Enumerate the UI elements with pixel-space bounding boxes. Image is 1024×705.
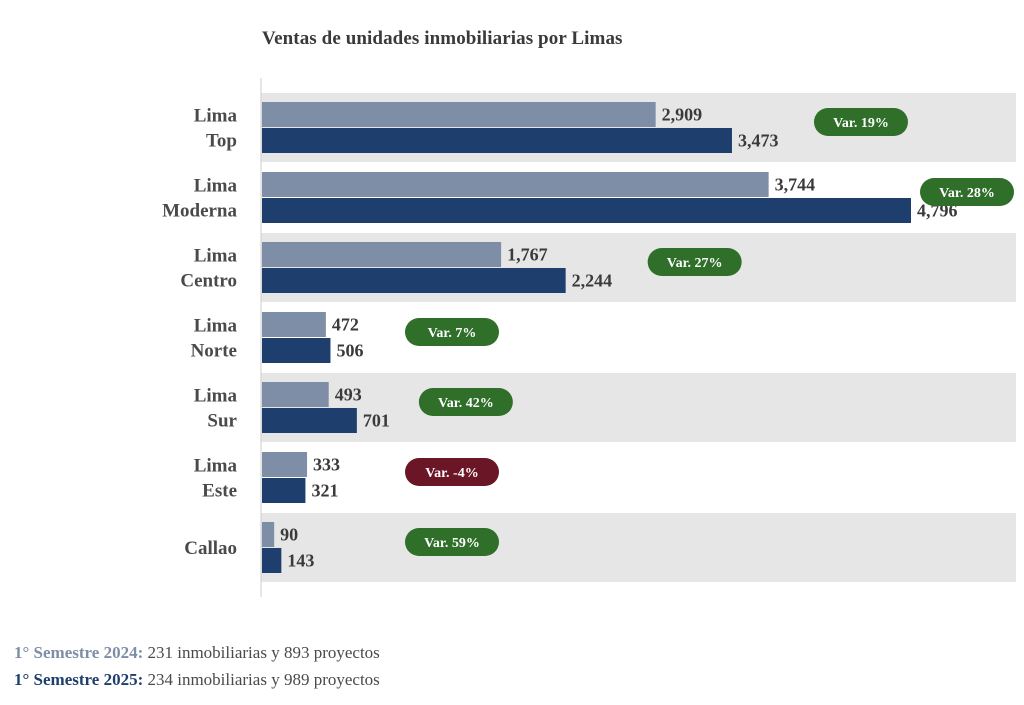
variation-badge: Var. 27%	[647, 248, 742, 276]
legend-text-2024: 231 inmobiliarias y 893 proyectos	[143, 643, 380, 662]
bar-2024	[262, 102, 656, 127]
variation-badge-label: Var. 27%	[667, 256, 723, 271]
variation-badge: Var. 28%	[920, 178, 1014, 206]
variation-badge-bg	[418, 388, 513, 416]
data-label-2024: 493	[335, 385, 362, 405]
data-label-2024: 333	[313, 455, 340, 475]
variation-badge: Var. 59%	[405, 528, 499, 556]
variation-badge-label: Var. 42%	[438, 396, 494, 411]
variation-badge: Var. 42%	[418, 388, 513, 416]
row-band	[261, 373, 1016, 442]
data-label-2024: 2,909	[662, 105, 703, 125]
bar-2025	[262, 408, 357, 433]
data-label-2025: 143	[287, 551, 314, 571]
data-label-2024: 1,767	[507, 245, 548, 265]
legend-key-2024: 1° Semestre 2024:	[14, 643, 144, 662]
legend-row-2024: 1° Semestre 2024: 231 inmobiliarias y 89…	[14, 639, 380, 666]
variation-badge-bg	[405, 458, 499, 486]
category-label: Moderna	[162, 201, 237, 222]
category-label: Sur	[207, 411, 237, 432]
bar-2024	[262, 522, 275, 547]
category-label: Este	[202, 481, 237, 502]
row-bands	[261, 93, 1016, 582]
category-label: Lima	[194, 176, 238, 197]
bar-2024	[262, 382, 329, 407]
variation-badge-label: Var. 19%	[833, 116, 889, 131]
category-label: Lima	[194, 386, 238, 407]
category-label: Centro	[180, 271, 237, 292]
row-band	[261, 513, 1016, 582]
bar-2025	[262, 548, 282, 573]
legend: 1° Semestre 2024: 231 inmobiliarias y 89…	[14, 639, 380, 693]
variation-badges: Var. 19% Var. 28% Var. 27% Var. 7% Var. 42% V…	[405, 108, 1014, 556]
category-label: Top	[206, 131, 237, 152]
category-label: Callao	[184, 538, 237, 559]
labels-layer: LimaTop2,9093,473LimaModerna3,7444,796Li…	[162, 105, 957, 571]
variation-badge-bg	[647, 248, 742, 276]
data-label-2025: 506	[336, 341, 363, 361]
data-label-2024: 3,744	[775, 175, 816, 195]
category-label: Norte	[191, 341, 237, 362]
bar-2024	[262, 452, 308, 477]
variation-badge-label: Var. 59%	[424, 536, 480, 551]
data-label-2025: 321	[311, 481, 338, 501]
category-label: Lima	[194, 316, 238, 337]
data-label-2025: 701	[363, 411, 390, 431]
bar-2025	[262, 268, 566, 293]
category-label: Lima	[194, 456, 238, 477]
variation-badge-bg	[813, 108, 908, 136]
bar-2024	[262, 172, 769, 197]
data-label-2025: 3,473	[738, 131, 779, 151]
variation-badge: Var. -4%	[405, 458, 499, 486]
variation-badge-label: Var. -4%	[425, 466, 478, 481]
legend-key-2025: 1° Semestre 2025:	[14, 670, 144, 689]
chart-title: Ventas de unidades inmobiliarias por Lim…	[262, 28, 623, 49]
variation-badge: Var. 7%	[405, 318, 499, 346]
data-label-2024: 90	[280, 525, 298, 545]
bar-2025	[262, 338, 331, 363]
bars-layer	[262, 102, 911, 573]
data-label-2025: 2,244	[572, 271, 613, 291]
variation-badge-bg	[920, 178, 1014, 206]
legend-row-2025: 1° Semestre 2025: 234 inmobiliarias y 98…	[14, 666, 380, 693]
bar-2024	[262, 312, 326, 337]
category-label: Lima	[194, 246, 238, 267]
variation-badge: Var. 19%	[813, 108, 908, 136]
variation-badge-bg	[405, 528, 499, 556]
bar-2024	[262, 242, 502, 267]
bar-2025	[262, 198, 911, 223]
variation-badge-label: Var. 28%	[939, 186, 995, 201]
data-label-2024: 472	[332, 315, 359, 335]
bar-2025	[262, 128, 732, 153]
bar-2025	[262, 478, 306, 503]
variation-badge-label: Var. 7%	[428, 326, 477, 341]
variation-badge-bg	[405, 318, 499, 346]
legend-text-2025: 234 inmobiliarias y 989 proyectos	[143, 670, 380, 689]
category-label: Lima	[194, 106, 238, 127]
